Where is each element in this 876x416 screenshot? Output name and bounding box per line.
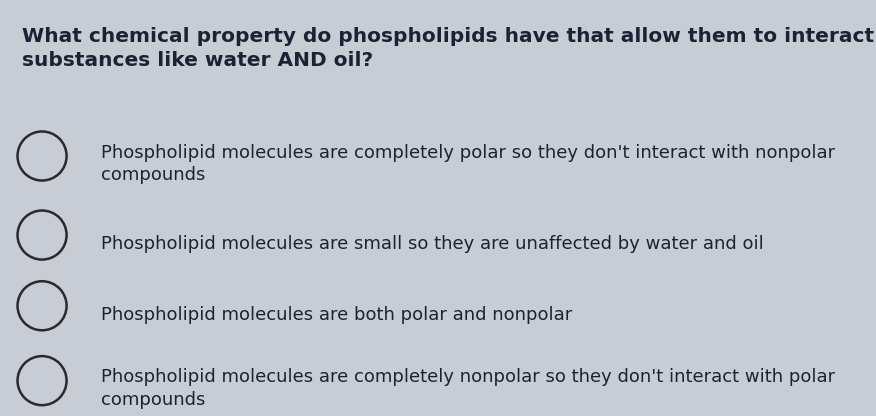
- Text: Phospholipid molecules are completely polar so they don't interact with nonpolar: Phospholipid molecules are completely po…: [101, 144, 835, 184]
- Text: What chemical property do phospholipids have that allow them to interact with
su: What chemical property do phospholipids …: [22, 27, 876, 70]
- Text: Phospholipid molecules are both polar and nonpolar: Phospholipid molecules are both polar an…: [101, 306, 572, 324]
- Text: Phospholipid molecules are small so they are unaffected by water and oil: Phospholipid molecules are small so they…: [101, 235, 764, 253]
- Text: Phospholipid molecules are completely nonpolar so they don't interact with polar: Phospholipid molecules are completely no…: [101, 368, 835, 409]
